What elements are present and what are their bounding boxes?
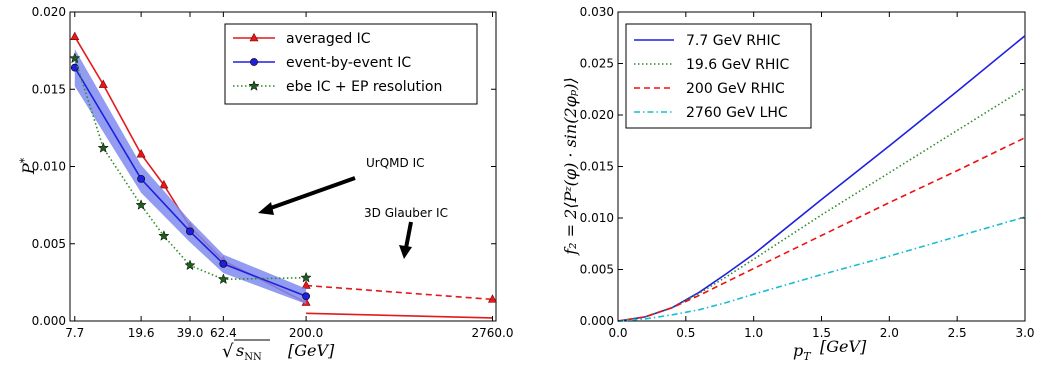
sqrt-symbol: √ [222,341,234,362]
x-tick-label: 19.6 [128,326,155,340]
left-x-ticks: 7.7 19.6 39.0 62.4 200.0 2760.0 [65,12,513,340]
left-y-ticks: 0.000 0.005 0.010 0.015 0.020 [32,5,496,328]
legend-label: 19.6 GeV RHIC [686,57,789,73]
right-xlabel-p: pT [793,341,812,363]
y-tick-label: 0.015 [32,82,66,96]
legend-label: ebe IC + EP resolution [286,79,442,95]
data-point [97,142,109,153]
data-point [98,79,108,88]
data-point [219,259,228,268]
legend-entry: 2760 GeV LHC [634,105,788,121]
data-point [70,31,80,41]
right-legend: 7.7 GeV RHIC 19.6 GeV RHIC 200 GeV RHIC 276… [625,23,812,129]
x-tick-label: 2.5 [948,326,967,340]
legend-entry: ebe IC + EP resolution [233,79,442,95]
arrow-urqmd-head [258,202,274,215]
annotation-glauber: 3D Glauber IC [364,206,448,220]
left-legend: averaged IC event-by-event IC ebe IC + EP … [224,23,478,105]
arrow-urqmd-shaft [267,176,356,211]
y-tick-label: 0.010 [580,211,614,225]
right-chart: 0.0 0.5 1.0 1.5 2.0 2.5 3.0 0.0000.0050.0100.0… [561,5,1035,363]
left-y-axis-title: P* [18,157,39,175]
x-tick-label: 3.0 [1015,326,1034,340]
left-xlabel-unit: [GeV] [288,341,335,360]
data-point [487,294,497,303]
legend-entry: 7.7 GeV RHIC [634,33,781,49]
series-line [306,284,493,301]
series-200-gev-rhic [617,136,1026,322]
legend-entry: 19.6 GeV RHIC [634,57,789,73]
series-2760-gev-lhc [617,216,1026,322]
x-tick-label: 1.5 [812,326,831,340]
right-y-axis-title: f₂ = 2⟨Pᶻ(φ) · sin(2φₚ)⟩ [561,77,580,256]
data-point [135,199,147,210]
x-tick-label: 7.7 [65,326,84,340]
series-ebe-ic-ep-resolution [69,52,312,285]
y-tick-label: 0.005 [32,237,66,251]
data-point [159,179,169,189]
data-point [158,230,170,241]
right-y-ticks: 0.000 0.005 0.010 0.015 0.020 0.025 0.030 [580,5,1025,328]
y-tick-label: 0.030 [580,5,614,19]
legend-entry: 200 GeV RHIC [634,81,785,97]
data-point [137,174,146,183]
x-tick-label: 1.0 [744,326,763,340]
y-tick-label: 0.015 [580,160,614,174]
x-tick-label: 2760.0 [471,326,513,340]
legend-entry: averaged IC [233,31,371,47]
arrow-glauber-shaft [404,221,413,249]
right-x-ticks: 0.0 0.5 1.0 1.5 2.0 2.5 3.0 [608,12,1035,340]
series-averaged-ic-3d-glauber-ic- [301,280,497,303]
legend-label: event-by-event IC [286,55,411,71]
series-averaged-ic-urqmd-ic- [306,312,493,319]
y-tick-label: 0.000 [32,314,66,328]
y-tick-label: 0.010 [32,160,66,174]
legend-label: averaged IC [286,31,371,47]
left-x-axis-title: √ sNN [GeV] [222,339,335,363]
right-xlabel-unit: [GeV] [820,337,867,356]
data-point [217,273,229,285]
y-tick-label: 0.005 [580,263,614,277]
data-point [184,259,196,271]
series-line [306,312,493,319]
right-legend-box [625,23,812,129]
x-tick-label: 2.0 [880,326,899,340]
data-point [301,280,311,289]
legend-label: 7.7 GeV RHIC [686,33,781,49]
y-tick-label: 0.020 [580,108,614,122]
x-tick-label: 39.0 [177,326,204,340]
data-point [300,271,312,283]
legend-entry: event-by-event IC [233,55,411,71]
left-xlabel-s: sNN [236,341,262,363]
data-point [70,63,79,72]
legend-marker [250,58,258,66]
x-tick-label: 62.4 [210,326,237,340]
x-tick-label: 0.0 [608,326,627,340]
data-point [69,52,81,64]
left-chart: 7.7 19.6 39.0 62.4 200.0 2760.0 0.0000.0050.0… [18,5,514,363]
left-chart-marks [69,31,497,319]
x-tick-label: 200.0 [289,326,323,340]
legend-label: 200 GeV RHIC [686,81,785,97]
y-tick-label: 0.020 [32,5,66,19]
legend-marker [248,80,260,91]
right-chart-marks [617,35,1026,322]
y-tick-label: 0.000 [580,314,614,328]
data-point [136,149,146,158]
annotation-urqmd: UrQMD IC [366,156,425,170]
arrow-glauber-head [399,245,412,259]
series-event-by-event-ic [70,49,310,304]
right-x-axis-title: pT [GeV] [793,337,867,363]
legend-label: 2760 GeV LHC [686,105,788,121]
data-point [302,292,310,301]
x-tick-label: 0.5 [676,326,695,340]
data-point [186,227,194,236]
legend-marker [249,32,259,42]
y-tick-label: 0.025 [580,57,614,71]
